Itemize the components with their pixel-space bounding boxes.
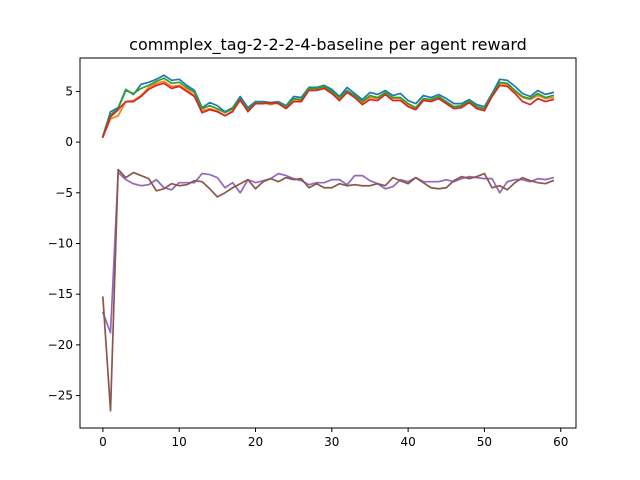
chart-title: commplex_tag-2-2-2-4-baseline per agent … [129,35,527,55]
series-line-4 [101,82,555,139]
y-tick-label-1: 0 [65,135,73,149]
series-line-6 [101,168,555,412]
plot-area [80,58,576,428]
y-tick-label-2: −5 [55,186,73,200]
y-tick-label-5: −20 [48,338,73,352]
x-tick-label-6: 60 [553,435,568,449]
y-tick-label-4: −15 [48,287,73,301]
series-line-3 [101,77,555,138]
y-tick-label-6: −25 [48,389,73,403]
y-tick-label-0: 5 [65,84,73,98]
series-line-5 [101,171,555,334]
y-tick-label-3: −10 [48,237,73,251]
x-tick-label-4: 40 [400,435,415,449]
x-tick-label-5: 50 [477,435,492,449]
x-tick-label-2: 20 [248,435,263,449]
series-line-1 [101,74,555,138]
x-tick-label-1: 10 [172,435,187,449]
x-tick-label-3: 30 [324,435,339,449]
plot-frame [79,57,577,429]
series-layer [101,74,555,412]
x-tick-label-0: 0 [99,435,107,449]
